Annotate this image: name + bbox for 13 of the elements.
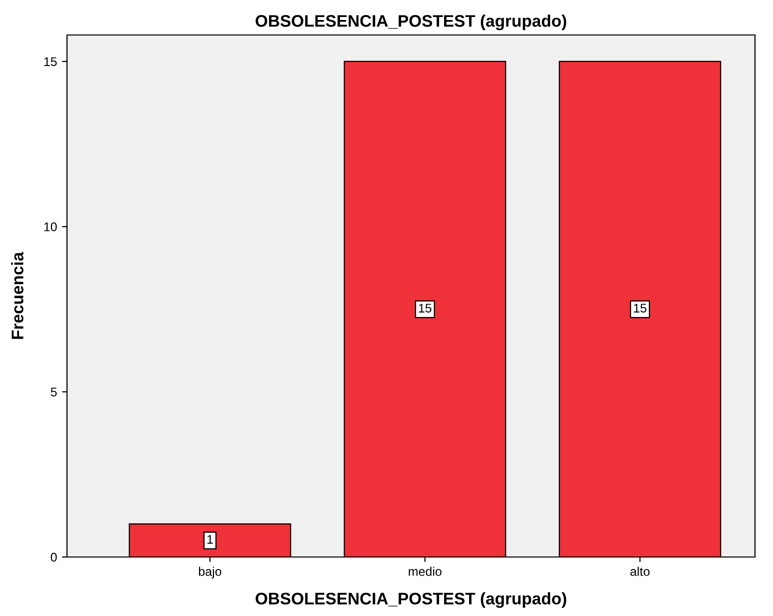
y-tick-label: 10: [44, 222, 57, 232]
y-tick-label: 5: [50, 388, 57, 396]
x-tick-label: medio: [408, 566, 442, 576]
data-label: 1: [207, 535, 213, 544]
y-tick-label: 0: [50, 552, 57, 562]
x-axis-title: OBSOLESENCIA_POSTEST (agrupado): [256, 592, 566, 608]
data-label: 15: [634, 304, 646, 313]
y-tick-label: 15: [44, 57, 57, 66]
y-axis-title: Frecuencia: [11, 252, 24, 339]
chart-title: OBSOLESENCIA_POSTEST (agrupado): [256, 14, 566, 30]
x-tick-label: alto: [630, 566, 650, 576]
data-label: 15: [418, 304, 432, 313]
x-tick-label: bajo: [198, 566, 222, 578]
